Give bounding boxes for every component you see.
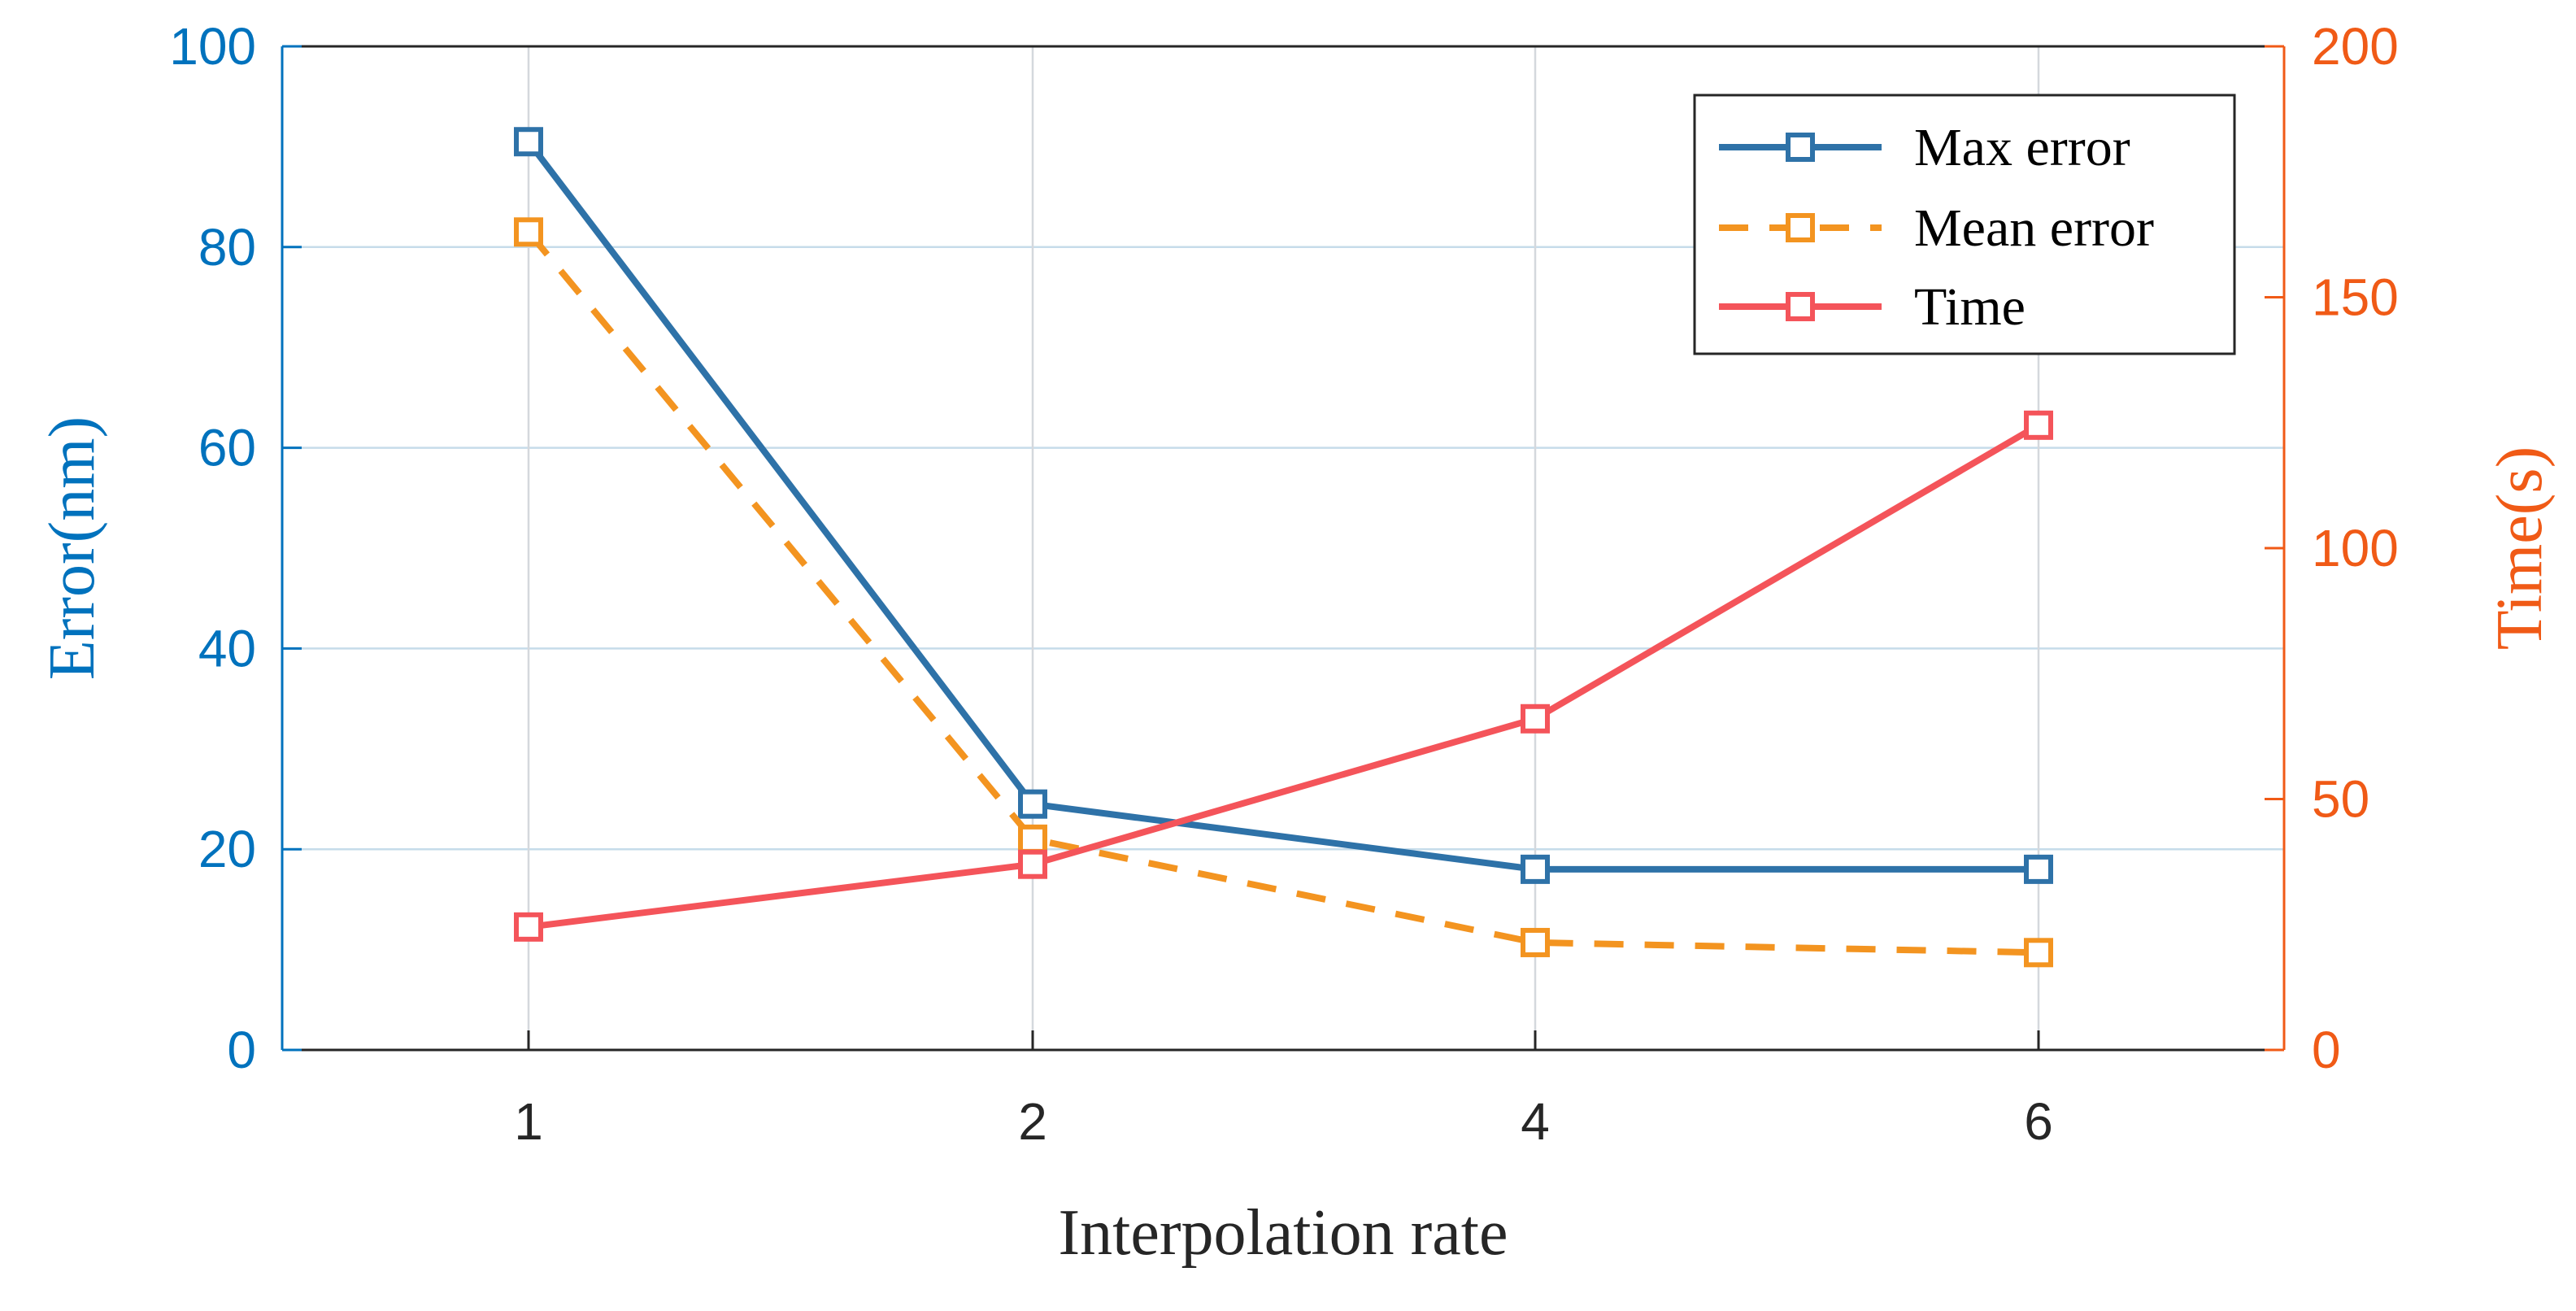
data-point-marker <box>1521 854 1550 884</box>
right-y-tick-label: 50 <box>2312 770 2369 829</box>
x-tick-label: 6 <box>2024 1092 2053 1151</box>
legend-marker-sample <box>1786 292 1815 321</box>
right-y-tick-label: 150 <box>2312 268 2399 327</box>
data-point-marker <box>1018 849 1047 879</box>
legend-marker-sample <box>1786 133 1815 162</box>
series-line <box>528 422 2041 930</box>
right-y-tick-label: 200 <box>2312 17 2399 76</box>
x-tick-label: 2 <box>1018 1092 1047 1151</box>
x-tick-label: 4 <box>1521 1092 1550 1151</box>
legend-label: Mean error <box>1914 198 2154 258</box>
series-layer <box>514 127 2053 968</box>
data-point-marker <box>514 217 543 247</box>
right-y-tick-label: 0 <box>2312 1021 2341 1079</box>
series-mean-error <box>514 217 2053 968</box>
data-point-marker <box>514 127 543 157</box>
left-y-tick-label: 80 <box>198 218 256 277</box>
right-y-axis-title: Time(s) <box>2484 446 2556 650</box>
legend: Max error Mean error Time <box>1693 94 2236 355</box>
data-point-marker <box>2024 410 2053 440</box>
left-y-tick-label: 40 <box>198 619 256 677</box>
x-tick-label: 1 <box>514 1092 543 1151</box>
data-point-marker <box>1018 789 1047 819</box>
series-max-error <box>514 127 2053 884</box>
data-point-marker <box>1521 703 1550 734</box>
data-point-marker <box>2024 938 2053 968</box>
left-y-axis-title: Error(nm) <box>37 416 108 680</box>
legend-marker-sample <box>1786 213 1815 242</box>
left-y-tick-label: 20 <box>198 820 256 878</box>
x-axis-title: Interpolation rate <box>1058 1197 1508 1269</box>
data-point-marker <box>1521 927 1550 957</box>
axes-layer: 0 20 40 60 80 100 0 50 100 150 200 1 2 4 6 Interpolatio… <box>37 17 2556 1269</box>
legend-label: Time <box>1914 277 2026 337</box>
data-point-marker <box>1018 824 1047 854</box>
data-point-marker <box>2024 854 2053 884</box>
series-time <box>514 410 2053 942</box>
series-line <box>525 139 2039 873</box>
legend-label: Max error <box>1914 118 2130 177</box>
left-y-tick-label: 60 <box>198 419 256 477</box>
left-y-tick-label: 0 <box>227 1021 256 1079</box>
data-point-marker <box>514 912 543 942</box>
right-y-tick-label: 100 <box>2312 519 2399 577</box>
left-y-tick-label: 100 <box>169 17 256 76</box>
